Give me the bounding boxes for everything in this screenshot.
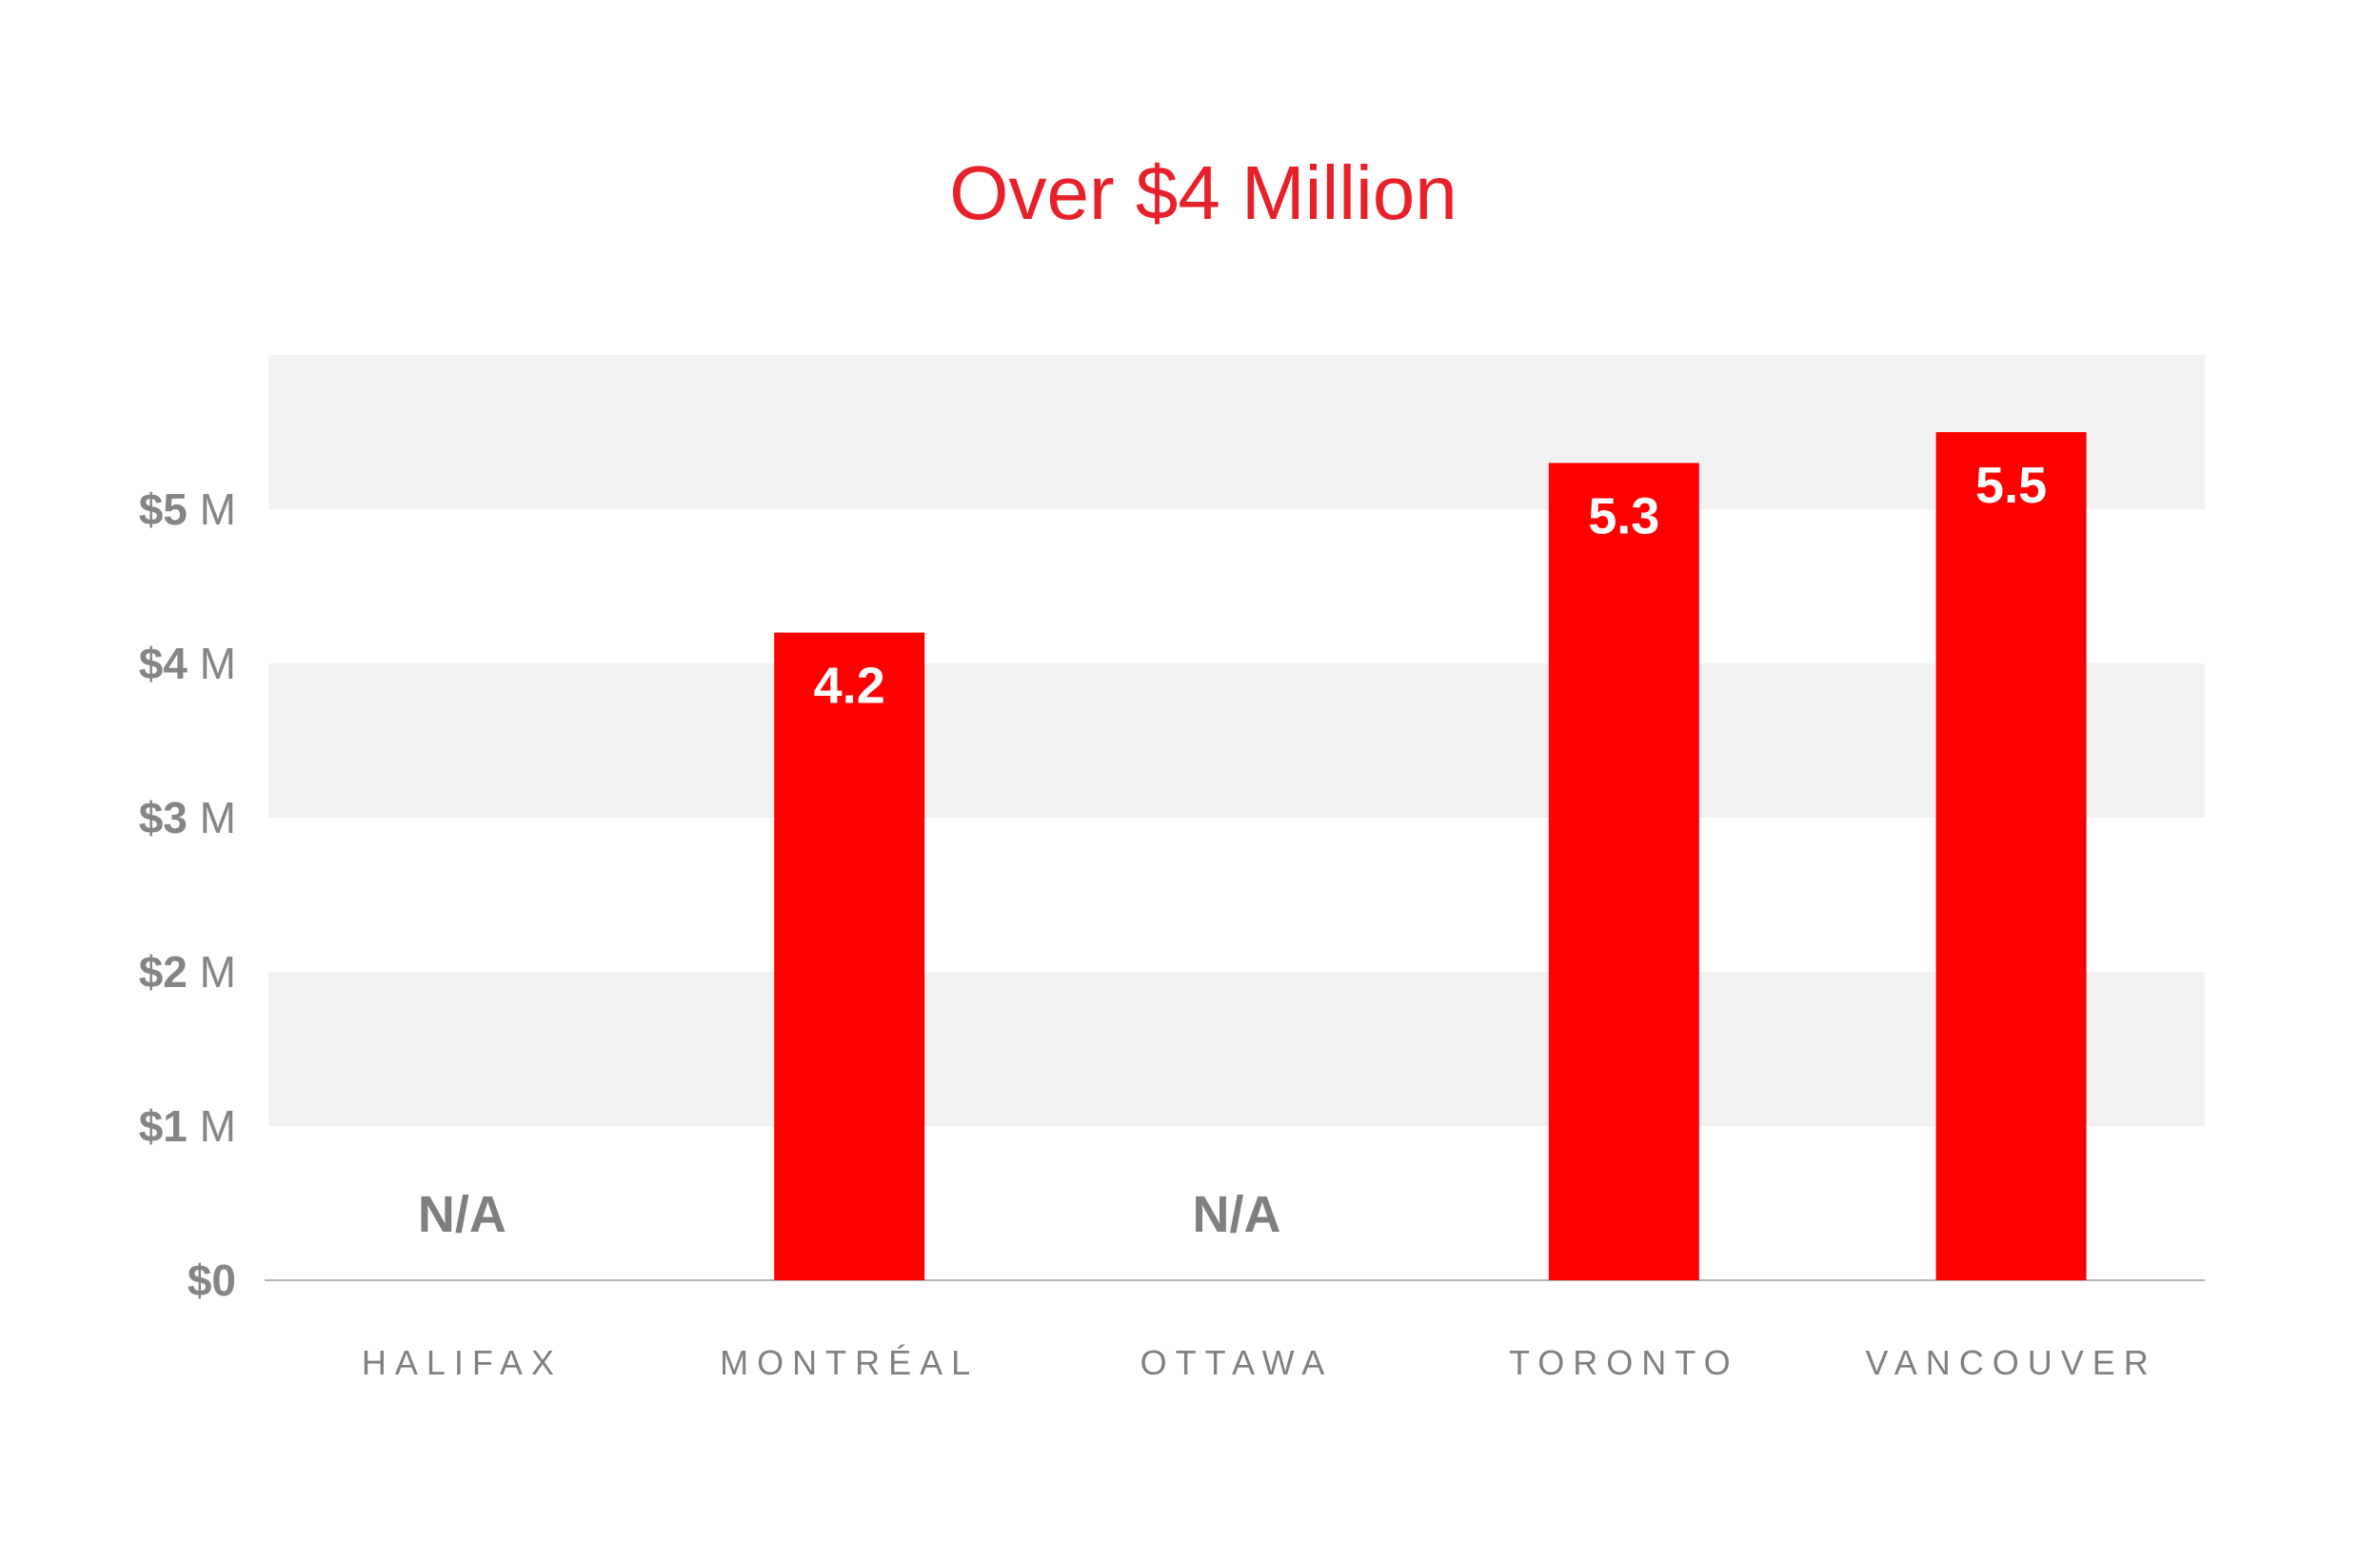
bar-value-label: 4.2 [814,658,885,715]
y-tick-label: $4 M [139,639,236,688]
bar-na-label: N/A [418,1186,506,1243]
grid-bands [268,355,2205,1126]
x-category-label: TORONTO [1509,1343,1739,1382]
y-tick-label: $3 M [139,793,236,842]
bar-value-label: 5.5 [1975,457,2047,514]
bar [1548,463,1699,1280]
x-category-label: MONTRÉAL [720,1343,979,1382]
y-tick-label: $2 M [139,947,236,997]
y-tick-label: $5 M [139,484,236,534]
bar [774,632,925,1280]
bar-value-label: 5.3 [1588,487,1659,544]
chart-title: Over $4 Million [949,150,1458,235]
x-category-label: VANCOUVER [1865,1343,2156,1382]
bar-na-label: N/A [1193,1186,1281,1243]
grid-band [268,972,2205,1126]
y-tick-label: $1 M [139,1101,236,1151]
grid-band [268,663,2205,818]
grid-band [268,355,2205,509]
x-category-label: OTTAWA [1140,1343,1334,1382]
data-labels: N/A 4.2 N/A 5.3 5.5 [418,457,2047,1243]
bars [774,432,2087,1280]
x-category-label: HALIFAX [362,1343,563,1382]
y-tick-label: $0 [188,1255,236,1305]
category-labels: HALIFAX MONTRÉAL OTTAWA TORONTO VANCOUVER [362,1343,2156,1382]
bar [1935,432,2087,1280]
y-axis-tick-labels: $0 $1 M $2 M $3 M $4 M $5 M [139,484,236,1305]
